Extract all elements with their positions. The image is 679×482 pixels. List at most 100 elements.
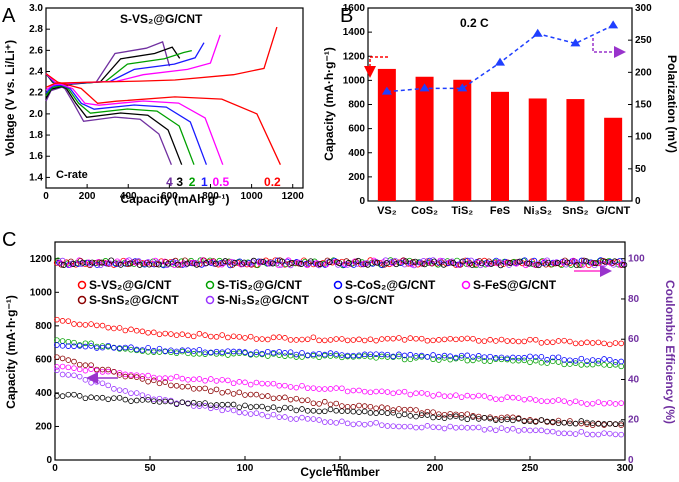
panel-c-capacity-marker [270,380,277,387]
panel-c-capacity-marker [532,419,539,425]
panel-c-capacity-marker [151,377,157,384]
panel-c-capacity-marker [561,357,567,363]
panel-c-capacity-marker [578,340,585,347]
panel-c-capacity-marker [601,421,607,427]
panel-c-legend-marker [77,295,87,305]
panel-c-capacity-marker [225,348,231,354]
panel-c-capacity-marker [572,420,579,427]
panel-a-series-label: 3 [176,175,183,189]
panel-c-capacity-marker [515,354,522,361]
panel-a-charge-curve [45,49,192,97]
panel-c-capacity-marker [276,334,283,340]
panel-c-capacity-marker [133,346,140,353]
panel-c-capacity-marker [139,392,146,398]
panel-c-capacity-marker [128,346,134,353]
panel-c-capacity-marker [208,388,214,395]
panel-c-capacity-marker [208,405,214,412]
panel-c-capacity-marker [65,318,72,324]
panel-c-capacity-marker [133,390,140,396]
panel-c-capacity-marker [475,338,482,344]
panel-c-capacity-marker [527,395,533,402]
panel-b-polarization-point [419,83,430,92]
panel-a-xtick-label: 600 [161,191,178,202]
panel-c-capacity-marker [453,336,459,343]
panel-b-ylabel: Capacity (mA·h·g⁻¹) [322,47,336,161]
panel-c-capacity-marker [618,363,624,370]
panel-c-capacity-marker [447,353,454,359]
panel-c-capacity-marker [447,356,454,363]
panel-c-capacity-marker [122,344,129,351]
panel-c-capacity-marker [367,351,374,358]
panel-b-polarization-point [495,57,505,66]
panel-c-ce-marker [611,258,618,265]
panel-b-polarization-point [532,28,543,37]
panel-c-capacity-marker [578,420,585,427]
panel-c-legend-label: S-G/CNT [345,293,395,307]
panel-c-capacity-marker [390,409,397,416]
panel-c-capacity-marker [378,388,385,395]
panel-c-capacity-marker [367,336,374,343]
panel-c-capacity-marker [236,348,243,355]
panel-c-capacity-marker [173,401,180,407]
panel-c-capacity-marker [396,389,402,396]
panel-c-y2tick-label: 20 [628,415,640,426]
panel-c-capacity-marker [373,388,379,395]
panel-c-capacity-marker [504,338,511,344]
panel-c-capacity-marker [185,332,191,339]
panel-c-capacity-marker [453,354,459,361]
panel-c-capacity-marker [475,424,482,431]
panel-c-capacity-marker [401,423,408,430]
panel-c-capacity-marker [424,423,431,429]
panel-b-bar [377,68,396,202]
panel-c-capacity-marker [185,400,191,407]
panel-c-capacity-marker [54,316,60,323]
panel-c-capacity-marker [527,418,533,425]
panel-a-ytick-label: 2.4 [29,67,43,78]
panel-c-capacity-marker [321,386,328,392]
panel-c-capacity-marker [618,431,624,438]
panel-c-capacity-marker [128,344,134,350]
panel-a-xtick-label: 1000 [240,191,263,202]
panel-c-capacity-marker [168,382,174,389]
panel-c-capacity-marker [373,351,379,357]
panel-c-capacity-marker [162,397,169,403]
panel-c-capacity-marker [145,372,151,379]
panel-c-capacity-marker [162,348,169,354]
panel-c-capacity-marker [435,411,442,417]
panel-c-capacity-marker [287,416,294,422]
panel-c-capacity-marker [99,322,106,329]
panel-c-capacity-marker [264,348,271,355]
panel-c-xtick-label: 50 [144,463,156,474]
panel-c-ce-marker [577,262,584,269]
panel-c-capacity-marker [236,379,243,385]
panel-c-capacity-marker [373,405,379,412]
panel-c-capacity-marker [327,419,334,425]
panel-c-capacity-marker [344,408,351,414]
panel-c-capacity-marker [595,421,602,427]
panel-c-ce-marker [554,260,561,267]
panel-c-capacity-marker [236,334,243,340]
panel-c-ce-marker [297,259,304,266]
panel-c-ce-marker [212,260,219,267]
panel-c-capacity-marker [418,335,425,342]
panel-c-xtick-label: 150 [332,463,349,474]
panel-c-ce-marker [132,258,139,265]
panel-c-capacity-marker [202,351,208,357]
panel-c-ce-marker [127,260,134,267]
panel-c-capacity-marker [264,381,271,387]
panel-b-bar [453,79,472,201]
panel-c-capacity-marker [367,421,374,427]
panel-c-capacity-marker [253,391,260,398]
panel-c-capacity-marker [401,337,408,343]
panel-c-capacity-marker [549,354,556,361]
panel-c-capacity-marker [464,425,471,431]
panel-c-capacity-marker [606,400,613,406]
panel-c-capacity-marker [316,354,322,361]
panel-c-capacity-marker [378,404,385,411]
panel-c-ce-marker [79,259,86,266]
panel-c-capacity-marker [259,380,265,387]
panel-c-ce-marker [478,260,485,267]
panel-c-capacity-marker [361,403,368,409]
panel-c-capacity-marker [333,352,340,359]
panel-c-ce-marker [298,260,305,267]
